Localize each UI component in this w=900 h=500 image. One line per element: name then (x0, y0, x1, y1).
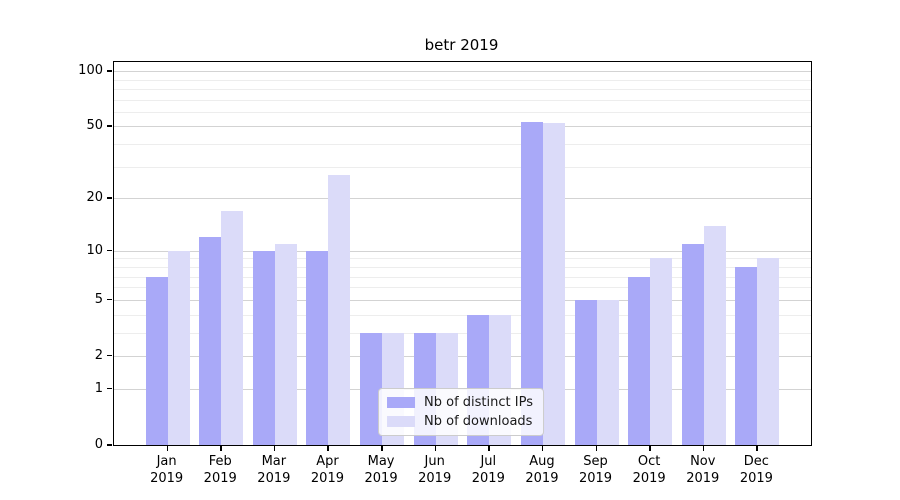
y-tick-label: 50 (86, 118, 103, 134)
x-tick-mark (273, 446, 276, 451)
x-tick-mark (702, 446, 705, 451)
gridline-minor (114, 287, 811, 289)
bar (167, 250, 190, 445)
bar (757, 258, 780, 445)
x-tick-label: Jun 2019 (418, 454, 452, 486)
x-tick-label: Feb 2019 (203, 454, 237, 486)
x-tick-mark (220, 446, 222, 451)
x-tick-mark (756, 446, 758, 451)
x-tick-label: Oct 2019 (632, 454, 666, 486)
x-tick-mark (434, 446, 437, 451)
bar (306, 250, 329, 445)
bar (735, 266, 758, 445)
y-tick-label: 5 (94, 291, 103, 307)
bar (274, 243, 297, 445)
y-tick-mark (107, 125, 112, 127)
gridline-minor (114, 258, 811, 260)
bar (199, 237, 222, 445)
bar (681, 243, 704, 445)
bar (542, 123, 565, 445)
bar (221, 210, 244, 445)
plot-area (113, 61, 812, 446)
x-tick-label: Aug 2019 (525, 454, 559, 486)
gridline-minor (114, 266, 811, 268)
legend-swatch-downloads (387, 416, 416, 427)
legend-entry-distinct-ips: Nb of distinct IPs (387, 395, 533, 410)
y-tick-mark (107, 197, 112, 199)
gridline-minor (114, 88, 811, 90)
bar (628, 276, 651, 445)
gridline-major (114, 71, 811, 73)
y-tick-label: 10 (86, 242, 103, 258)
gridline-minor (114, 276, 811, 278)
x-tick-label: Jul 2019 (471, 454, 505, 486)
bar (574, 299, 597, 445)
y-tick-mark (107, 444, 112, 446)
gridline-minor (114, 314, 811, 316)
gridline-minor (114, 111, 811, 113)
x-tick-mark (649, 446, 651, 451)
x-tick-mark (595, 446, 598, 451)
bar (650, 258, 673, 445)
y-tick-mark (107, 354, 112, 357)
y-tick-label: 20 (86, 190, 103, 206)
legend-swatch-distinct-ips (387, 397, 416, 408)
y-tick-label: 1 (94, 380, 103, 396)
x-tick-label: Mar 2019 (257, 454, 291, 486)
x-tick-mark (327, 446, 329, 451)
gridline-minor (114, 332, 811, 334)
legend: Nb of distinct IPs Nb of downloads (378, 388, 544, 436)
gridline-minor (114, 166, 811, 168)
bar (596, 299, 619, 445)
gridline-major (114, 299, 811, 301)
bar (520, 121, 543, 445)
y-tick-label: 100 (78, 63, 103, 79)
x-tick-mark (488, 446, 490, 451)
x-tick-label: Dec 2019 (739, 454, 773, 486)
bar (145, 276, 168, 445)
y-tick-mark (107, 70, 112, 72)
chart-title: betr 2019 (424, 36, 499, 54)
gridline-major (114, 198, 811, 200)
y-tick-mark (107, 249, 112, 252)
gridline-major (114, 250, 811, 252)
y-tick-label: 2 (94, 347, 103, 363)
x-tick-label: May 2019 (364, 454, 398, 486)
gridline-minor (114, 144, 811, 146)
gridline-minor (114, 79, 811, 81)
gridline-major (114, 355, 811, 357)
gridline-major (114, 126, 811, 128)
gridline-minor (114, 99, 811, 101)
x-tick-mark (166, 446, 169, 451)
x-tick-label: Jan 2019 (150, 454, 184, 486)
x-tick-label: Apr 2019 (310, 454, 344, 486)
legend-entry-downloads: Nb of downloads (387, 414, 533, 429)
x-tick-label: Sep 2019 (578, 454, 613, 486)
bar (360, 332, 383, 445)
bar (703, 225, 726, 445)
x-tick-mark (381, 446, 383, 451)
bar (328, 175, 351, 445)
y-tick-mark (107, 387, 112, 390)
x-tick-mark (541, 446, 544, 451)
x-tick-label: Nov 2019 (686, 454, 720, 486)
bar (252, 250, 275, 445)
legend-label: Nb of downloads (424, 414, 533, 429)
legend-label: Nb of distinct IPs (424, 395, 533, 410)
y-tick-mark (107, 298, 112, 301)
y-tick-label: 0 (94, 437, 103, 452)
